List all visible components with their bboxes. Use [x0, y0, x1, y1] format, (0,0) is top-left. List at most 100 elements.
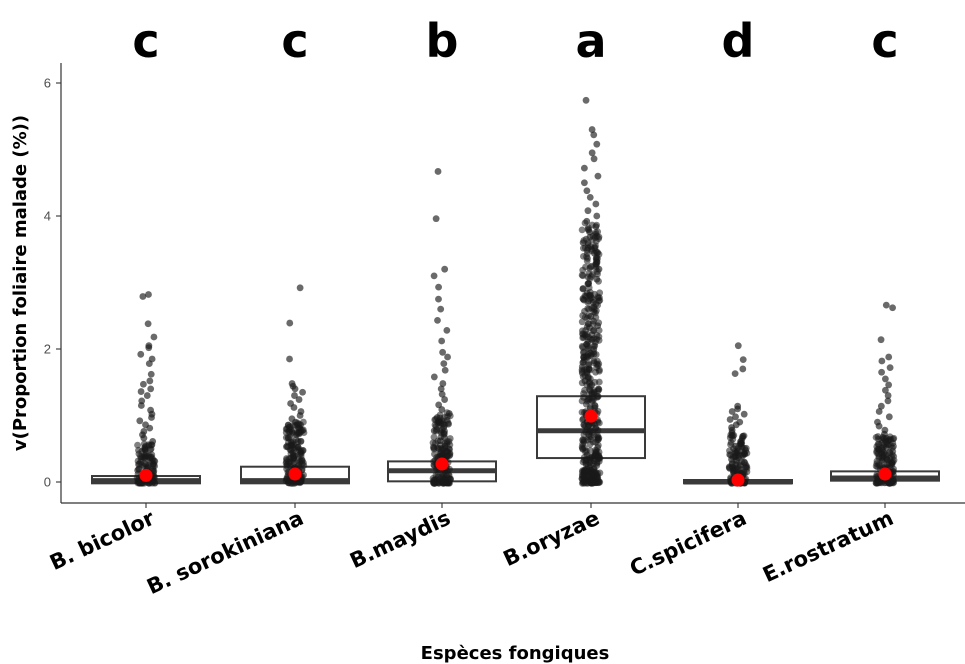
data-point [884, 397, 892, 405]
data-point [585, 279, 592, 287]
data-point [295, 396, 303, 403]
data-point [592, 351, 600, 358]
data-point [584, 207, 592, 215]
data-point [578, 271, 586, 279]
data-point [739, 365, 747, 373]
data-point [882, 479, 890, 487]
data-point [282, 429, 290, 436]
data-point [140, 434, 148, 442]
data-point [443, 326, 451, 334]
data-point [888, 453, 895, 461]
data-point [580, 164, 588, 172]
y-ticks: 0 2 4 6 [44, 76, 61, 490]
data-point [580, 237, 588, 244]
x-tick-label: B.maydis [346, 506, 454, 573]
data-point [728, 459, 736, 467]
data-point [588, 331, 596, 339]
data-points [133, 96, 898, 487]
data-point [587, 243, 595, 250]
data-point [585, 320, 592, 328]
significance-letter: c [132, 14, 159, 68]
data-point [437, 385, 445, 393]
data-point [592, 449, 600, 457]
x-tick-label: E.rostratum [759, 506, 897, 587]
data-point [441, 396, 449, 403]
data-point [441, 366, 449, 374]
data-point [137, 452, 144, 460]
significance-letter: a [575, 14, 606, 68]
data-point [296, 412, 304, 419]
data-point [139, 293, 147, 300]
data-point [591, 342, 599, 350]
significance-letter: b [426, 14, 459, 68]
y-tick-label: 2 [44, 342, 51, 357]
data-point [295, 420, 303, 428]
data-point [137, 350, 145, 358]
data-point [135, 461, 142, 468]
data-point [579, 295, 587, 302]
data-point [144, 320, 152, 328]
data-point [593, 393, 601, 401]
mean-marker [584, 409, 598, 423]
data-point [889, 304, 896, 312]
data-point [437, 305, 445, 313]
data-point [444, 353, 451, 361]
data-point [877, 402, 885, 410]
data-point [878, 368, 885, 376]
y-axis-title: v(Proportion foliaire malade (%)) [10, 115, 31, 451]
data-point [441, 265, 449, 273]
data-point [726, 447, 733, 455]
data-point [150, 333, 158, 341]
data-point [875, 422, 883, 430]
data-point [580, 479, 587, 487]
data-point [581, 219, 589, 227]
data-point [148, 414, 155, 421]
data-point [142, 442, 150, 450]
data-point [595, 333, 603, 341]
data-point [594, 444, 602, 451]
data-point [141, 460, 148, 467]
x-axis-title: Espèces fongiques [421, 643, 610, 664]
data-point [294, 461, 302, 469]
data-point [435, 295, 442, 303]
significance-letter: c [281, 14, 308, 68]
mean-markers [139, 409, 892, 487]
data-point [134, 441, 141, 449]
data-point [578, 226, 586, 234]
data-point [885, 353, 893, 361]
data-point [594, 455, 602, 463]
data-point [595, 319, 603, 327]
data-point [136, 417, 144, 425]
mean-marker [435, 457, 449, 471]
data-point [875, 452, 883, 460]
data-point [297, 437, 305, 445]
data-point [586, 193, 594, 201]
data-point [884, 392, 892, 399]
data-point [593, 140, 601, 148]
x-tick-label: C.spicifera [626, 506, 750, 581]
data-point [290, 404, 298, 411]
data-point [432, 215, 440, 223]
data-point [587, 479, 595, 487]
data-point [734, 342, 742, 350]
data-point [586, 383, 594, 391]
data-point [299, 388, 306, 396]
data-point [882, 301, 890, 309]
data-point [430, 373, 438, 381]
data-point [291, 392, 298, 399]
data-point [595, 326, 603, 334]
boxes [91, 395, 940, 485]
data-point [590, 155, 598, 163]
data-point [583, 340, 591, 348]
x-tick-label: B. sorokiniana [143, 506, 307, 599]
data-point [147, 445, 155, 453]
x-tick-labels: B. bicolor B. sorokiniana B.maydis B.ory… [46, 506, 897, 600]
data-point [593, 364, 600, 372]
data-point [580, 179, 588, 187]
axes [60, 63, 965, 508]
data-point [444, 448, 452, 456]
y-tick-label: 6 [44, 76, 51, 91]
data-point [587, 291, 594, 299]
data-point [595, 434, 603, 442]
